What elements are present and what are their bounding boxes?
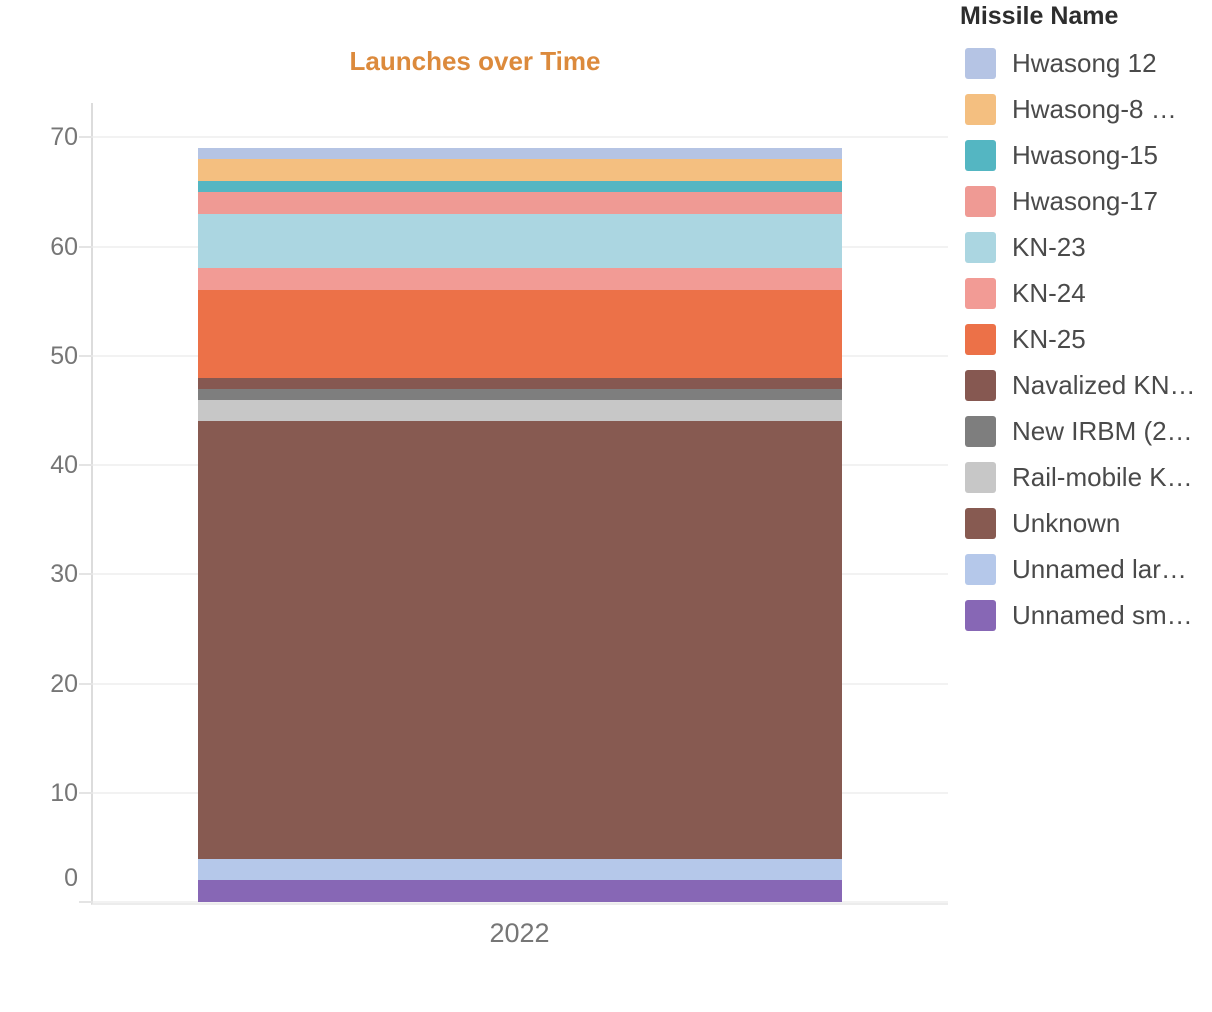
plot-area <box>79 103 948 905</box>
bar-segment-rail-mobile-k[interactable] <box>198 399 842 422</box>
legend-label-new-irbm-2: New IRBM (2… <box>1012 415 1193 446</box>
legend-item-kn-24[interactable]: KN-24 <box>960 270 1210 316</box>
legend-swatch-kn-25 <box>965 323 996 355</box>
chart-title: Launches over Time <box>349 46 601 76</box>
bar-segment-hwasong-15[interactable] <box>198 180 842 192</box>
legend-item-hwasong-12[interactable]: Hwasong 12 <box>960 40 1210 86</box>
y-tick-label-20: 20 <box>50 669 78 698</box>
y-tick-label-40: 40 <box>50 451 78 480</box>
bar-segment-unnamed-lar[interactable] <box>198 858 842 881</box>
legend-label-hwasong-15: Hwasong-15 <box>1012 139 1158 170</box>
legend-item-unknown[interactable]: Unknown <box>960 500 1210 546</box>
y-tick-label-30: 30 <box>50 560 78 589</box>
legend-label-kn-23: KN-23 <box>1012 231 1086 262</box>
legend-item-unnamed-sm[interactable]: Unnamed sm… <box>960 592 1210 638</box>
stacked-bar-2022[interactable] <box>198 148 842 903</box>
legend-swatch-rail-mobile-k <box>965 461 996 493</box>
y-tick-label-70: 70 <box>50 123 78 152</box>
legend-label-rail-mobile-k: Rail-mobile K… <box>1012 461 1193 492</box>
legend-swatch-hwasong-15 <box>965 139 996 171</box>
bar-segment-hwasong-17[interactable] <box>198 191 842 214</box>
legend-title: Missile Name <box>960 2 1119 30</box>
y-tick-20 <box>79 682 93 685</box>
legend-swatch-unnamed-sm <box>965 599 996 631</box>
legend-swatch-kn-23 <box>965 231 996 263</box>
legend-items: Hwasong 12 Hwasong-8 … Hwasong-15 Hwasong-1… <box>960 40 1210 638</box>
legend-item-unnamed-lar[interactable]: Unnamed lar… <box>960 546 1210 592</box>
x-axis-label: 2022 <box>489 918 550 948</box>
legend-item-kn-25[interactable]: KN-25 <box>960 316 1210 362</box>
y-tick-70 <box>79 136 93 139</box>
legend-swatch-kn-24 <box>965 277 996 309</box>
legend-item-hwasong-15[interactable]: Hwasong-15 <box>960 132 1210 178</box>
bar-segment-hwasong-12[interactable] <box>198 148 842 160</box>
legend-swatch-navalized-kn <box>965 369 996 401</box>
legend-swatch-hwasong-12 <box>965 47 996 79</box>
legend-label-unnamed-lar: Unnamed lar… <box>1012 553 1187 584</box>
y-tick-label-0: 0 <box>64 864 78 893</box>
y-tick-label-10: 10 <box>50 779 78 807</box>
y-tick-0 <box>79 901 93 904</box>
bar-segment-hwasong-8[interactable] <box>198 159 842 181</box>
legend-swatch-new-irbm-2 <box>965 415 996 447</box>
legend-swatch-unknown <box>965 507 996 539</box>
legend-item-hwasong-8[interactable]: Hwasong-8 … <box>960 86 1210 132</box>
y-tick-60 <box>79 245 93 248</box>
y-tick-50 <box>79 354 93 357</box>
y-tick-40 <box>79 464 93 467</box>
legend: Missile Name Hwasong 12 Hwasong-8 … Hwason… <box>960 1 1210 638</box>
gridline-70 <box>93 136 948 139</box>
bar-segment-navalized-kn[interactable] <box>198 377 842 389</box>
legend-item-kn-23[interactable]: KN-23 <box>960 224 1210 270</box>
legend-label-unknown: Unknown <box>1012 507 1121 538</box>
gridline-0 <box>93 901 948 904</box>
y-tick-10 <box>79 792 93 794</box>
legend-label-hwasong-17: Hwasong-17 <box>1012 185 1158 216</box>
legend-label-navalized-kn: Navalized KN… <box>1012 369 1196 400</box>
legend-item-rail-mobile-k[interactable]: Rail-mobile K… <box>960 454 1210 500</box>
legend-label-unnamed-sm: Unnamed sm… <box>1012 599 1193 630</box>
legend-label-kn-25: KN-25 <box>1012 323 1086 354</box>
bar-segment-kn-23[interactable] <box>198 213 842 269</box>
legend-label-hwasong-8: Hwasong-8 … <box>1012 93 1177 124</box>
legend-label-kn-24: KN-24 <box>1012 277 1086 308</box>
bar-segment-new-irbm-2[interactable] <box>198 388 842 400</box>
bar-segment-kn-25[interactable] <box>198 290 842 378</box>
legend-item-hwasong-17[interactable]: Hwasong-17 <box>960 178 1210 224</box>
legend-swatch-hwasong-17 <box>965 185 996 217</box>
y-tick-label-50: 50 <box>50 341 78 370</box>
legend-swatch-hwasong-8 <box>965 93 996 125</box>
bar-segment-unknown[interactable] <box>198 421 842 859</box>
legend-item-new-irbm-2[interactable]: New IRBM (2… <box>960 408 1210 454</box>
bar-segment-unnamed-sm[interactable] <box>198 880 842 903</box>
y-tick-30 <box>79 573 93 576</box>
legend-item-navalized-kn[interactable]: Navalized KN… <box>960 362 1210 408</box>
bar-segment-kn-24[interactable] <box>198 268 842 291</box>
y-tick-label-60: 60 <box>50 232 78 261</box>
legend-swatch-unnamed-lar <box>965 553 996 585</box>
legend-label-hwasong-12: Hwasong 12 <box>1012 47 1157 78</box>
